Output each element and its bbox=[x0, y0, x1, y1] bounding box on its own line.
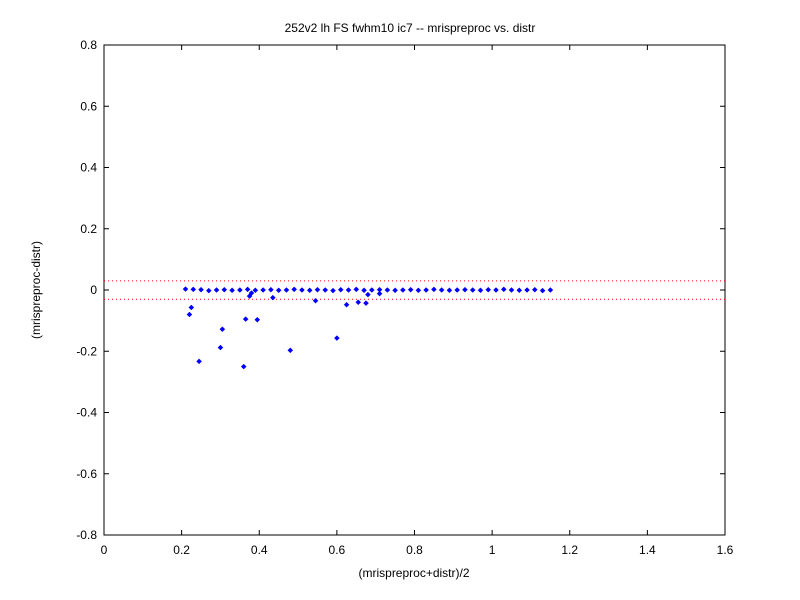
y-tick-label: 0.8 bbox=[80, 38, 97, 52]
data-point bbox=[376, 290, 383, 297]
data-point bbox=[547, 287, 554, 293]
data-point bbox=[469, 287, 476, 293]
x-tick-label: 0.8 bbox=[406, 543, 423, 557]
x-tick-label: 0.2 bbox=[173, 543, 190, 557]
data-point bbox=[415, 287, 422, 294]
data-point bbox=[244, 286, 251, 293]
data-point bbox=[508, 287, 515, 293]
data-point bbox=[438, 287, 445, 293]
data-point bbox=[353, 286, 360, 293]
data-point bbox=[337, 286, 344, 293]
x-tick-label: 0.6 bbox=[329, 543, 346, 557]
data-point bbox=[485, 286, 492, 293]
data-point bbox=[254, 316, 261, 323]
data-point bbox=[365, 291, 371, 298]
y-axis-ticks: -0.8 -0.6 -0.4 -0.2 0 0.2 0.4 0.6 0.8 bbox=[76, 38, 725, 542]
data-point bbox=[205, 287, 212, 294]
data-point bbox=[182, 286, 189, 292]
data-point bbox=[314, 286, 321, 293]
data-point bbox=[217, 344, 224, 351]
y-tick-label: -0.2 bbox=[76, 344, 97, 358]
data-point bbox=[345, 287, 352, 293]
x-tick-label: 1.6 bbox=[717, 543, 734, 557]
data-point bbox=[312, 297, 319, 304]
data-point bbox=[268, 286, 274, 293]
data-point bbox=[260, 287, 266, 293]
data-point bbox=[500, 286, 507, 293]
data-point bbox=[221, 286, 228, 293]
y-tick-label: 0.4 bbox=[80, 161, 97, 175]
data-point bbox=[454, 287, 461, 293]
data-point bbox=[539, 287, 546, 294]
data-point bbox=[242, 316, 249, 322]
y-tick-label: -0.6 bbox=[76, 467, 97, 481]
data-point bbox=[493, 287, 499, 293]
x-tick-label: 1.4 bbox=[639, 543, 656, 557]
data-point bbox=[291, 286, 298, 293]
x-tick-label: 1.2 bbox=[561, 543, 578, 557]
x-axis-label: (mrispreproc+distr)/2 bbox=[358, 566, 469, 580]
data-points bbox=[182, 286, 554, 370]
data-point bbox=[355, 299, 362, 306]
data-point bbox=[188, 304, 195, 311]
x-tick-label: 0.4 bbox=[251, 543, 268, 557]
data-point bbox=[322, 287, 329, 293]
data-point bbox=[400, 287, 406, 293]
data-point bbox=[516, 287, 523, 294]
data-point bbox=[392, 287, 398, 294]
data-point bbox=[236, 287, 243, 293]
y-axis-label: (mrispreproc-distr) bbox=[29, 241, 43, 339]
data-point bbox=[213, 287, 220, 293]
data-point bbox=[446, 287, 453, 294]
data-point bbox=[524, 287, 530, 293]
data-point bbox=[407, 286, 414, 293]
data-point bbox=[190, 286, 197, 293]
data-point bbox=[423, 287, 429, 293]
data-point bbox=[462, 286, 468, 293]
data-point bbox=[248, 290, 255, 296]
data-point bbox=[343, 301, 350, 308]
data-point bbox=[252, 287, 259, 294]
data-point bbox=[219, 326, 226, 333]
data-point bbox=[240, 363, 247, 370]
y-tick-label: -0.8 bbox=[76, 528, 97, 542]
data-point bbox=[531, 286, 538, 293]
data-point bbox=[229, 287, 235, 294]
y-tick-label: 0.2 bbox=[80, 222, 97, 236]
y-tick-label: 0.6 bbox=[80, 99, 97, 113]
data-point bbox=[269, 294, 276, 301]
data-point bbox=[384, 287, 391, 293]
data-point bbox=[186, 311, 193, 318]
data-point bbox=[431, 286, 437, 293]
data-point bbox=[361, 287, 367, 294]
x-axis-ticks: 0 0.2 0.4 0.6 0.8 1 1.2 1.4 1.6 bbox=[101, 45, 734, 557]
y-tick-label: -0.4 bbox=[76, 406, 97, 420]
x-tick-label: 1 bbox=[489, 543, 496, 557]
data-point bbox=[287, 347, 294, 354]
data-point bbox=[198, 286, 204, 293]
x-tick-label: 0 bbox=[101, 543, 108, 557]
data-point bbox=[306, 287, 313, 294]
data-point bbox=[334, 335, 340, 341]
data-point bbox=[330, 287, 336, 294]
data-point bbox=[368, 287, 375, 293]
y-tick-label: 0 bbox=[90, 283, 97, 297]
data-point bbox=[363, 300, 369, 307]
data-point bbox=[196, 358, 202, 365]
data-point bbox=[283, 287, 290, 293]
plot-area bbox=[103, 44, 726, 536]
data-point bbox=[477, 287, 484, 294]
chart-title: 252v2 lh FS fwhm10 ic7 -- mrispreproc vs… bbox=[285, 21, 536, 35]
data-point bbox=[275, 287, 282, 294]
data-point bbox=[299, 287, 305, 293]
